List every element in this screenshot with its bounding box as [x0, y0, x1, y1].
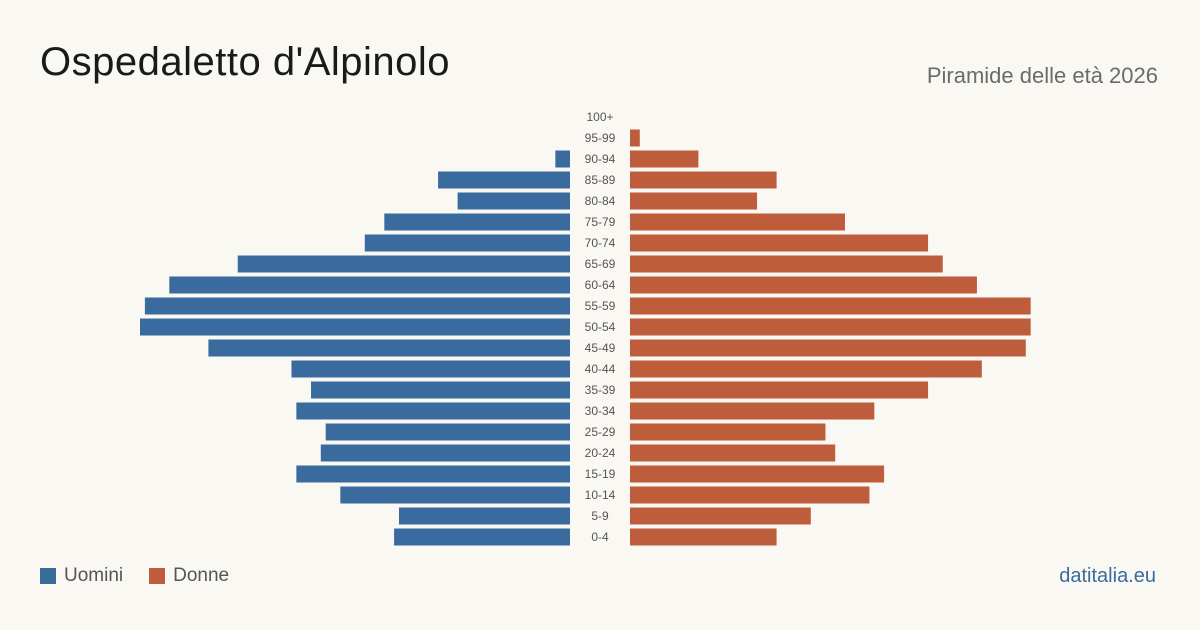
- bar-women-15-19: [630, 465, 885, 483]
- age-label-90-94: 90-94: [585, 152, 616, 166]
- bar-men-10-14: [340, 486, 570, 504]
- age-label-35-39: 35-39: [585, 383, 616, 397]
- bar-men-65-69: [237, 255, 570, 273]
- legend-label-men: Uomini: [64, 565, 124, 586]
- bar-men-15-19: [296, 465, 570, 483]
- bar-women-80-84: [630, 192, 758, 210]
- chart-subtitle: Piramide delle età 2026: [926, 63, 1158, 88]
- bar-men-25-29: [325, 423, 570, 441]
- bar-women-95-99: [630, 129, 640, 147]
- age-label-100+: 100+: [586, 110, 613, 124]
- age-label-45-49: 45-49: [585, 341, 616, 355]
- bar-women-50-54: [630, 318, 1031, 336]
- bar-women-65-69: [630, 255, 943, 273]
- legend-item-men: Uomini: [40, 565, 123, 587]
- age-label-10-14: 10-14: [585, 488, 616, 502]
- bar-women-25-29: [630, 423, 826, 441]
- bar-men-70-74: [364, 234, 570, 252]
- bar-men-60-64: [169, 276, 570, 294]
- age-label-55-59: 55-59: [585, 299, 616, 313]
- bar-men-0-4: [394, 528, 570, 546]
- legend-swatch-men: [40, 568, 56, 584]
- age-label-50-54: 50-54: [585, 320, 616, 334]
- legend: Uomini Donne: [40, 565, 255, 587]
- age-label-0-4: 0-4: [591, 530, 609, 544]
- age-label-30-34: 30-34: [585, 404, 616, 418]
- bar-women-10-14: [630, 486, 870, 504]
- page-title: Ospedaletto d'Alpinolo: [40, 40, 451, 84]
- bar-men-90-94: [555, 150, 570, 168]
- bar-women-35-39: [630, 381, 929, 399]
- bar-men-80-84: [457, 192, 570, 210]
- bar-women-85-89: [630, 171, 777, 189]
- bar-women-0-4: [630, 528, 777, 546]
- bar-women-70-74: [630, 234, 929, 252]
- bar-men-5-9: [398, 507, 570, 525]
- bar-women-20-24: [630, 444, 836, 462]
- legend-swatch-women: [149, 568, 166, 584]
- bar-women-40-44: [630, 360, 982, 378]
- bar-men-40-44: [291, 360, 570, 378]
- bar-women-30-34: [630, 402, 875, 420]
- bar-men-20-24: [320, 444, 570, 462]
- bar-women-5-9: [630, 507, 811, 525]
- bar-women-75-79: [630, 213, 845, 231]
- bar-men-75-79: [384, 213, 570, 231]
- legend-item-women: Donne: [149, 565, 229, 587]
- age-label-65-69: 65-69: [585, 257, 616, 271]
- age-label-40-44: 40-44: [585, 362, 616, 376]
- legend-label-women: Donne: [173, 565, 230, 586]
- age-label-15-19: 15-19: [585, 467, 616, 481]
- bar-men-30-34: [296, 402, 570, 420]
- age-label-95-99: 95-99: [585, 131, 616, 145]
- bar-women-60-64: [630, 276, 977, 294]
- bar-women-45-49: [630, 339, 1026, 357]
- bar-men-55-59: [144, 297, 571, 315]
- age-label-85-89: 85-89: [585, 173, 616, 187]
- bar-men-50-54: [140, 318, 570, 336]
- age-label-75-79: 75-79: [585, 215, 616, 229]
- site-link[interactable]: datitalia.eu: [1059, 565, 1156, 587]
- bar-women-90-94: [630, 150, 699, 168]
- age-label-25-29: 25-29: [585, 425, 616, 439]
- bar-men-45-49: [208, 339, 570, 357]
- age-label-70-74: 70-74: [585, 236, 616, 250]
- age-label-80-84: 80-84: [585, 194, 616, 208]
- age-label-5-9: 5-9: [591, 509, 609, 523]
- age-label-60-64: 60-64: [585, 278, 616, 292]
- bar-men-85-89: [438, 171, 570, 189]
- bar-women-55-59: [630, 297, 1031, 315]
- age-label-20-24: 20-24: [585, 446, 616, 460]
- bar-men-35-39: [311, 381, 570, 399]
